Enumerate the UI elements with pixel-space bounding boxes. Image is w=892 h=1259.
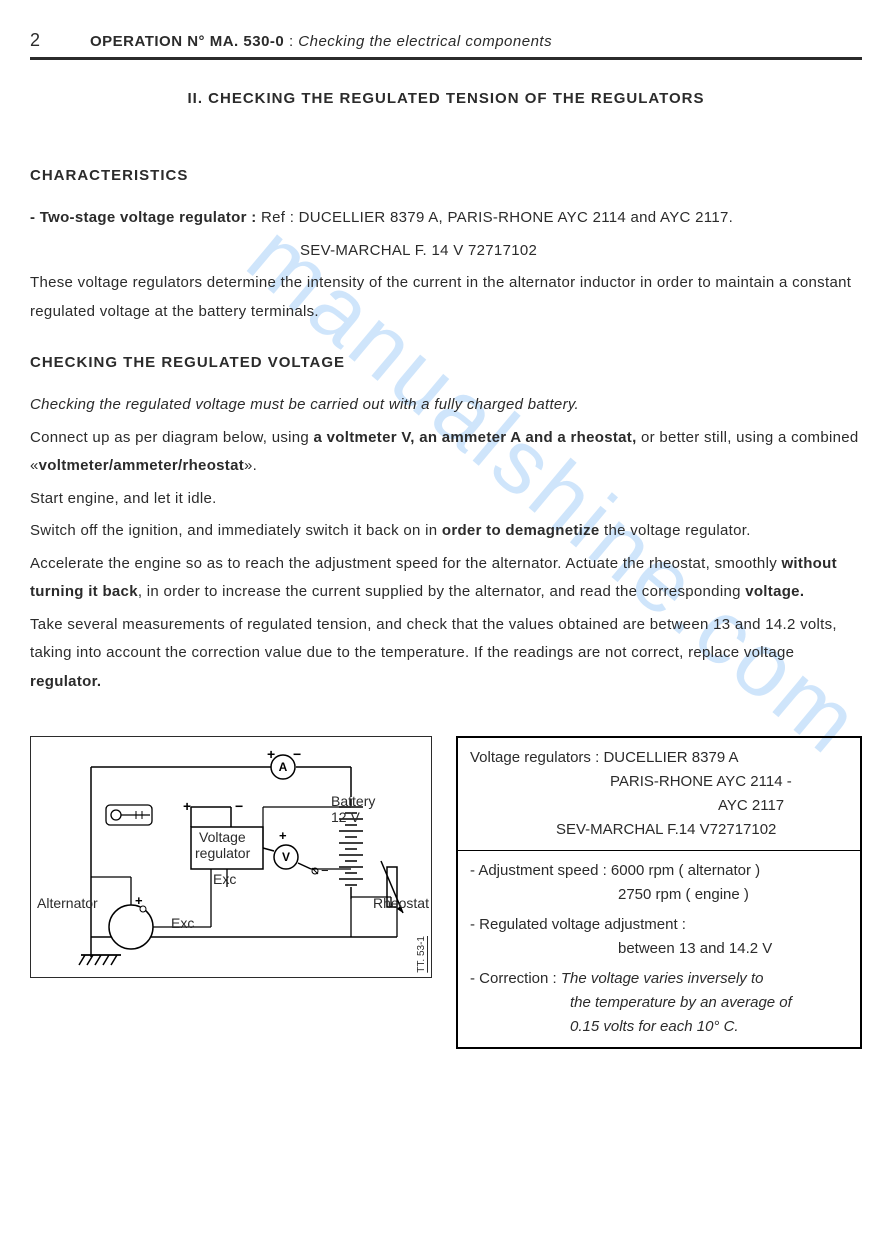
checking-p4: Accelerate the engine so as to reach the… bbox=[30, 550, 862, 607]
page-header: 2 OPERATION N° MA. 530-0 : Checking the … bbox=[30, 30, 862, 51]
info-regulators: Voltage regulators : DUCELLIER 8379 A PA… bbox=[458, 738, 860, 850]
checking-p5: Take several measurements of regulated t… bbox=[30, 611, 862, 697]
label-rheostat: Rheostat bbox=[373, 895, 429, 911]
svg-text:V: V bbox=[282, 850, 290, 864]
svg-text:+: + bbox=[135, 893, 143, 908]
label-vr2: regulator bbox=[195, 845, 250, 861]
info-box: Voltage regulators : DUCELLIER 8379 A PA… bbox=[456, 736, 862, 1049]
checking-p2: Start engine, and let it idle. bbox=[30, 485, 862, 514]
characteristics-ref-line1: - Two-stage voltage regulator : Ref : DU… bbox=[30, 204, 862, 233]
checking-heading: CHECKING THE REGULATED VOLTAGE bbox=[30, 354, 862, 371]
svg-text:−: − bbox=[235, 798, 243, 814]
characteristics-ref-line2: SEV-MARCHAL F. 14 V 72717102 bbox=[30, 237, 862, 266]
svg-text:+: + bbox=[183, 798, 191, 814]
svg-text:−: − bbox=[321, 863, 329, 878]
svg-text:+: + bbox=[279, 828, 287, 843]
checking-p3: Switch off the ignition, and immediately… bbox=[30, 517, 862, 546]
lower-row: A + − bbox=[30, 736, 862, 1049]
header-operation: OPERATION N° MA. 530-0 bbox=[90, 33, 284, 50]
label-battery: Battery bbox=[331, 793, 375, 809]
label-exc2: Exc bbox=[171, 915, 194, 931]
section-title: II. CHECKING THE REGULATED TENSION OF TH… bbox=[30, 90, 862, 107]
page-number: 2 bbox=[30, 30, 90, 51]
svg-text:−: − bbox=[293, 746, 301, 762]
label-vr1: Voltage bbox=[199, 829, 246, 845]
header-rule bbox=[30, 57, 862, 60]
svg-text:+: + bbox=[267, 746, 275, 762]
checking-block: CHECKING THE REGULATED VOLTAGE Checking … bbox=[30, 354, 862, 696]
label-exc1: Exc bbox=[213, 871, 236, 887]
characteristics-heading: CHARACTERISTICS bbox=[30, 167, 862, 184]
label-alternator: Alternator bbox=[37, 895, 98, 911]
diagram-ref: TT. 53-1 bbox=[416, 936, 427, 973]
wiring-diagram: A + − bbox=[30, 736, 432, 978]
checking-p1: Connect up as per diagram below, using a… bbox=[30, 424, 862, 481]
characteristics-paragraph: These voltage regulators determine the i… bbox=[30, 269, 862, 326]
characteristics-block: CHARACTERISTICS - Two-stage voltage regu… bbox=[30, 167, 862, 326]
header-text: OPERATION N° MA. 530-0 : Checking the el… bbox=[90, 33, 552, 50]
label-battery-v: 12 V bbox=[331, 809, 360, 825]
svg-text:A: A bbox=[279, 760, 288, 774]
header-subtitle: Checking the electrical components bbox=[298, 33, 552, 50]
info-specs: - Adjustment speed : 6000 rpm ( alternat… bbox=[458, 850, 860, 1047]
checking-note-italic: Checking the regulated voltage must be c… bbox=[30, 391, 862, 420]
